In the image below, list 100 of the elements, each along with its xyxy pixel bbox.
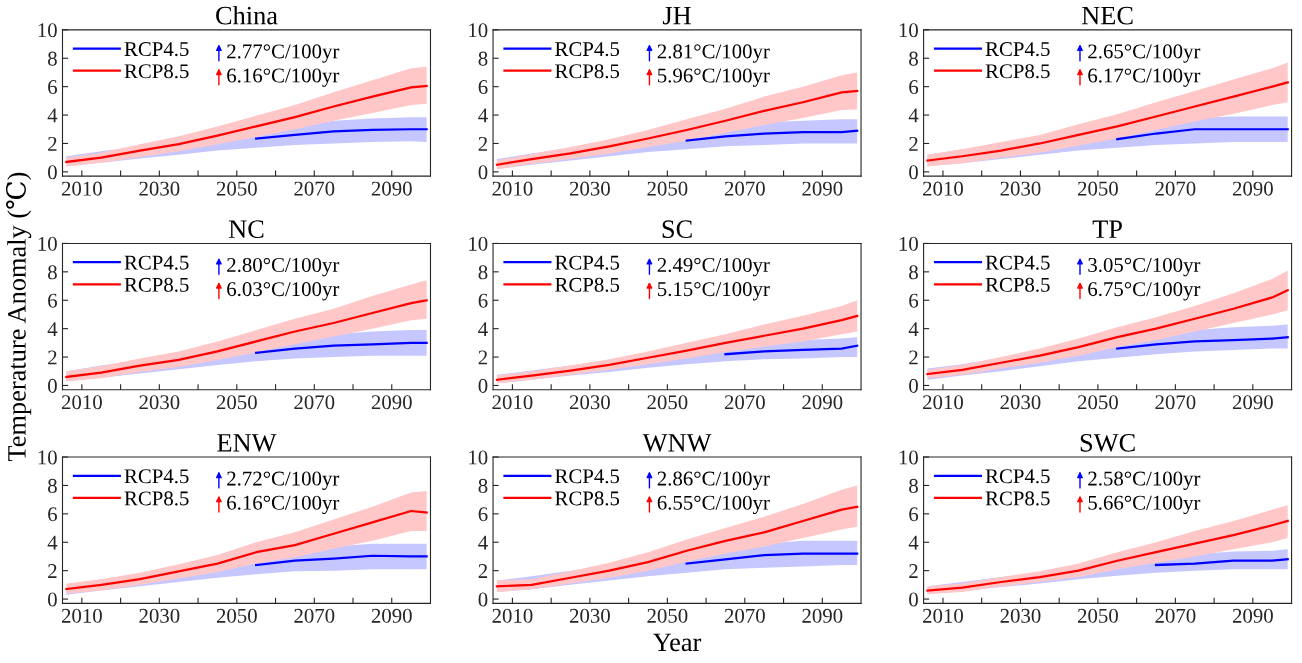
y-tick-label: 4 [908,535,919,550]
x-tick-label: 2070 [724,395,765,410]
chart-title: WNW [642,434,712,452]
x-tick-label: 2010 [61,395,102,410]
y-tick-label: 10 [38,236,57,251]
x-tick-label: 2090 [1232,181,1273,196]
annotation: 2.49°C/100yr [657,257,770,277]
y-tick-label: 8 [478,51,488,66]
y-tick-label: 0 [478,592,488,607]
y-tick-label: 4 [908,108,919,123]
annotation: 6.75°C/100yr [1088,282,1201,301]
x-tick-label: 2090 [371,181,412,196]
y-tick-label: 2 [909,564,918,578]
legend-label: RCP8.5 [985,491,1050,506]
y-tick-label: 8 [478,265,488,280]
y-tick-label: 0 [909,592,918,607]
legend-label: RCP8.5 [555,64,620,79]
x-tick-label: 2090 [1232,395,1273,410]
line-series [255,554,428,567]
annotation: 6.16°C/100yr [227,68,340,87]
y-tick-label: 6 [909,293,919,308]
y-tick-label: 2 [909,350,918,365]
line-series [495,314,859,381]
line-series [1116,336,1289,350]
x-tick-label: 2030 [1000,395,1041,410]
y-tick-label: 4 [478,108,488,123]
line-series [685,129,859,142]
x-tick-label: 2030 [1000,181,1041,196]
legend-label: RCP8.5 [985,277,1050,292]
y-tick-label: 10 [899,23,918,38]
y-tick-label: 2 [478,136,488,151]
y-tick-label: 2 [478,564,488,578]
x-tick-label: 2010 [923,181,963,196]
legend-label: RCP4.5 [124,469,189,484]
y-tick-label: 6 [478,80,488,95]
x-tick-label: 2010 [61,608,102,623]
x-tick-label: 2030 [139,608,180,623]
x-tick-label: 2070 [294,608,335,623]
x-tick-label: 2030 [1000,608,1041,623]
y-tick-label: 4 [908,322,919,336]
chart-title: JH [662,6,691,25]
y-tick-label: 8 [909,478,918,493]
annotation: 2.80°C/100yr [227,257,340,277]
line-series [926,519,1289,592]
x-tick-label: 2030 [569,395,610,410]
x-tick-label: 2010 [492,395,533,410]
y-tick-label: 2 [48,136,57,151]
y-tick-label: 10 [899,236,918,251]
chart-title: NEC [1081,6,1133,25]
legend-label: RCP8.5 [555,491,620,506]
y-tick-label: 4 [47,322,58,336]
y-tick-label: 6 [909,80,919,95]
x-tick-label: 2030 [139,395,180,410]
legend-label: RCP4.5 [985,42,1050,57]
annotation: 6.17°C/100yr [1088,68,1201,87]
annotation: 3.05°C/100yr [1088,257,1201,277]
annotation: 6.16°C/100yr [227,495,340,515]
annotation: 2.72°C/100yr [227,471,340,490]
x-tick-label: 2070 [724,181,765,196]
y-tick-label: 10 [899,450,918,465]
x-tick-label: 2070 [294,395,335,410]
line-series [255,128,428,140]
x-tick-label: 2090 [1232,608,1273,623]
x-tick-label: 2050 [1077,608,1118,623]
y-tick-label: 8 [478,478,488,493]
legend-label: RCP4.5 [124,255,189,270]
annotation: 2.77°C/100yr [227,44,340,63]
line-series [724,344,859,356]
y-tick-label: 10 [469,236,488,251]
x-tick-label: 2030 [139,181,180,196]
y-tick-label: 8 [48,478,57,493]
line-series [65,299,428,379]
legend-label: RCP4.5 [555,469,620,484]
y-tick-label: 6 [909,507,919,522]
y-tick-label: 10 [469,23,488,38]
x-tick-label: 2010 [61,181,102,196]
x-tick-label: 2050 [647,608,688,623]
x-tick-label: 2090 [802,608,843,623]
x-tick-label: 2090 [371,395,412,410]
y-tick-label: 10 [38,450,57,465]
x-tick-label: 2050 [216,395,257,410]
legend-label: RCP4.5 [555,255,620,270]
legend-label: RCP8.5 [555,277,620,292]
y-tick-label: 0 [909,165,918,180]
x-tick-label: 2070 [724,608,765,623]
y-tick-label: 2 [48,564,57,578]
annotation: 2.58°C/100yr [1088,471,1201,490]
line-series [255,341,428,354]
x-tick-label: 2010 [492,608,533,623]
x-tick-label: 2050 [1077,395,1118,410]
chart-title: TP [1092,220,1122,238]
annotation: 5.15°C/100yr [658,282,770,301]
y-tick-label: 0 [48,165,57,180]
x-tick-label: 2050 [647,395,688,410]
annotation: 2.65°C/100yr [1088,44,1201,63]
chart-title: ENW [217,434,277,452]
x-tick-label: 2070 [294,181,335,196]
y-tick-label: 0 [48,378,57,393]
chart-title: NC [228,220,264,239]
y-tick-label: 8 [909,265,918,280]
